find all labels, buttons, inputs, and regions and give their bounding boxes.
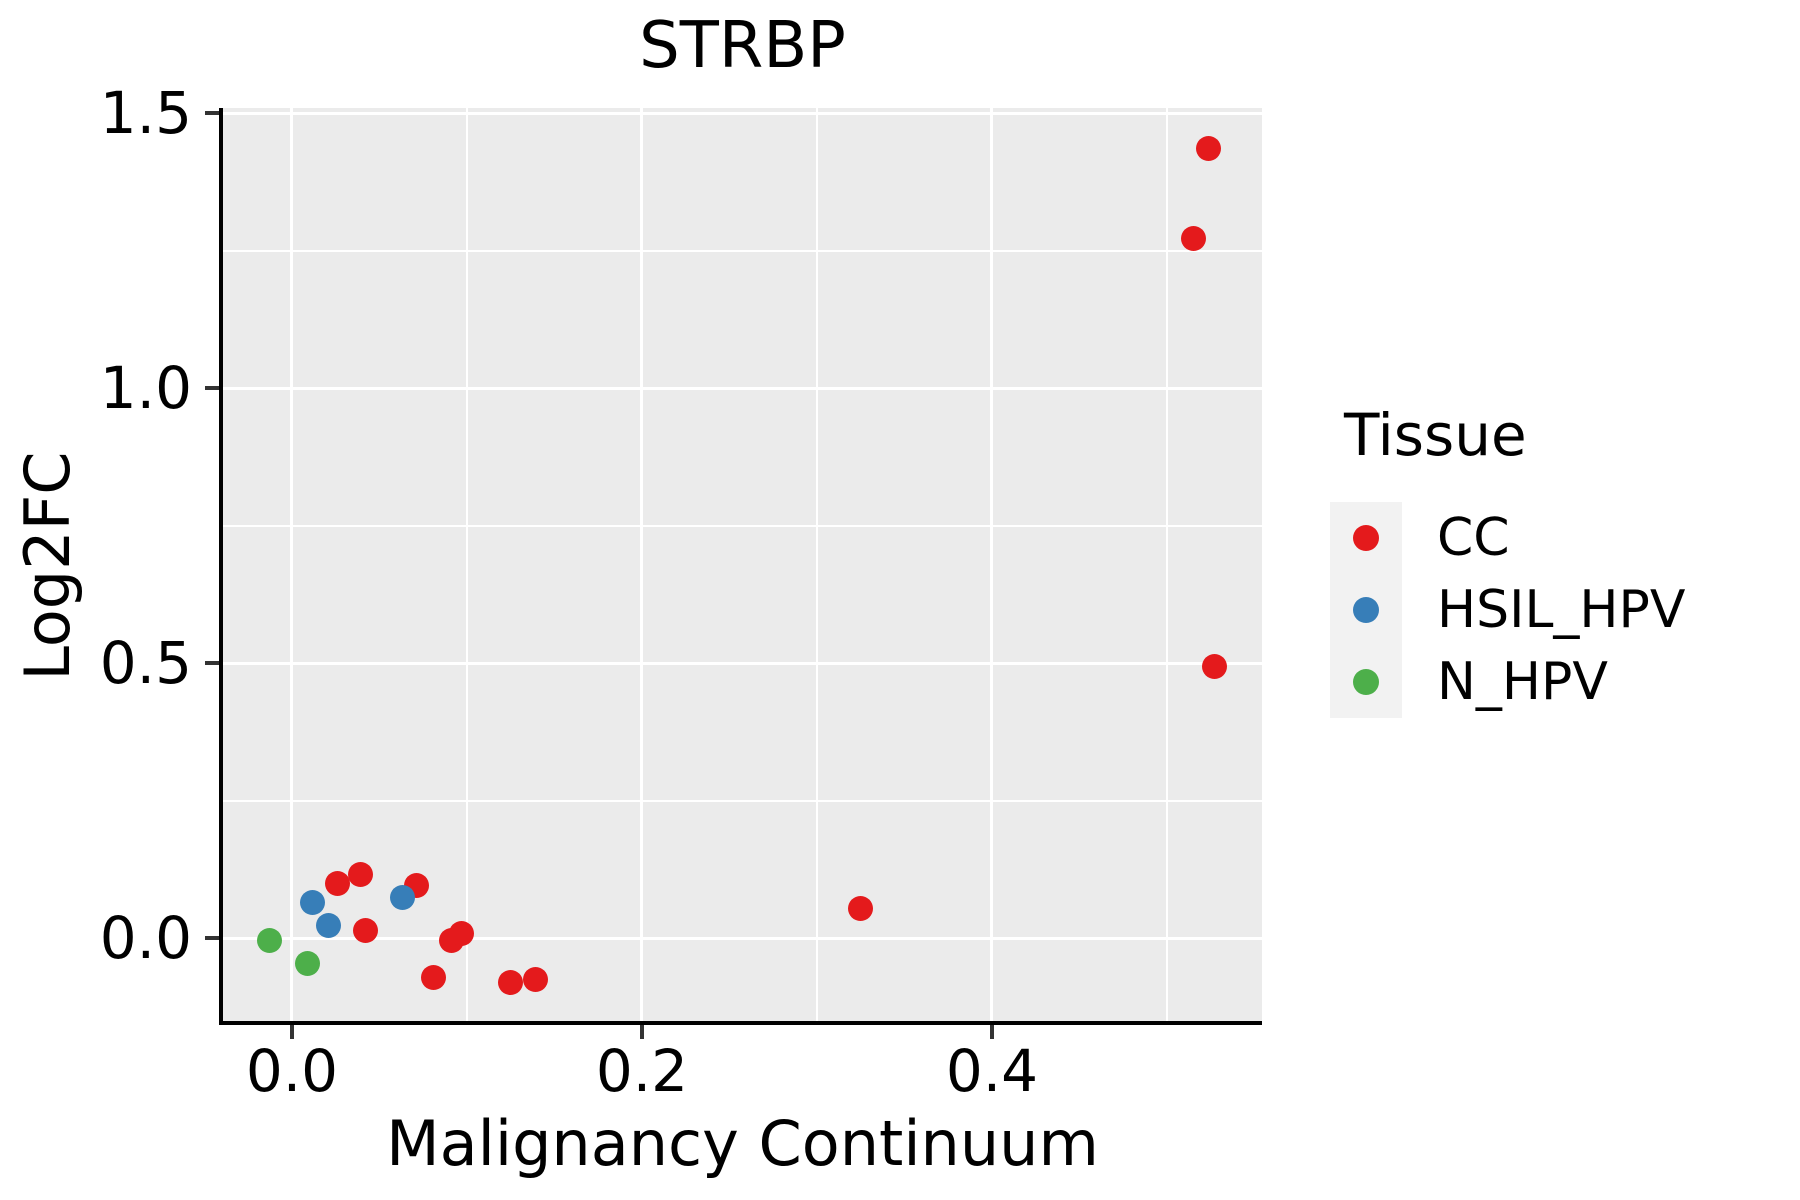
y-tick-label: 0.5 xyxy=(99,629,192,697)
data-point-cc xyxy=(498,969,524,995)
plot-title: STRBP xyxy=(639,9,846,83)
legend-item-cc: CC xyxy=(1330,502,1685,574)
data-point-cc xyxy=(352,918,378,944)
major-gridline-x xyxy=(290,108,294,1021)
y-tick-label: 1.5 xyxy=(99,79,192,147)
legend-label: CC xyxy=(1437,508,1510,568)
data-point-hsil_hpv xyxy=(316,913,342,939)
minor-gridline-y xyxy=(223,524,1262,527)
legend-key xyxy=(1330,574,1402,646)
data-point-cc xyxy=(421,964,447,990)
legend-item-n-hpv: N_HPV xyxy=(1330,646,1685,718)
x-tick-label: 0.4 xyxy=(945,1037,1039,1105)
y-tick-mark xyxy=(205,386,219,390)
legend-item-hsil-hpv: HSIL_HPV xyxy=(1330,574,1685,646)
legend-label: N_HPV xyxy=(1437,652,1608,712)
n-hpv-dot-icon xyxy=(1353,669,1379,695)
plot-area xyxy=(219,108,1262,1025)
data-point-n_hpv xyxy=(256,927,282,953)
legend-key xyxy=(1330,646,1402,718)
minor-gridline-y xyxy=(223,799,1262,802)
minor-gridline-x xyxy=(815,108,818,1021)
legend-label: HSIL_HPV xyxy=(1437,580,1686,640)
y-tick-label: 0.0 xyxy=(99,904,192,972)
y-tick-mark xyxy=(205,111,219,115)
data-point-cc xyxy=(848,896,874,922)
major-gridline-y xyxy=(223,111,1262,115)
data-point-hsil_hpv xyxy=(389,885,415,911)
major-gridline-x xyxy=(990,108,994,1021)
data-point-cc xyxy=(324,870,350,896)
x-tick-mark xyxy=(289,1025,294,1039)
legend-key xyxy=(1330,502,1402,574)
y-tick-label: 1.0 xyxy=(99,354,192,422)
data-point-cc xyxy=(1201,654,1227,680)
cc-dot-icon xyxy=(1353,525,1379,551)
major-gridline-x xyxy=(640,108,644,1021)
data-point-cc xyxy=(347,861,373,887)
legend: Tissue CC HSIL_HPV N_HPV xyxy=(1330,400,1685,718)
x-tick-mark xyxy=(989,1025,994,1039)
data-point-cc xyxy=(1180,226,1206,252)
y-tick-mark xyxy=(205,936,219,940)
hsil-hpv-dot-icon xyxy=(1353,597,1379,623)
x-tick-mark xyxy=(639,1025,644,1039)
major-gridline-y xyxy=(223,661,1262,665)
minor-gridline-y xyxy=(223,249,1262,252)
y-tick-mark xyxy=(205,661,219,665)
x-tick-label: 0.2 xyxy=(595,1037,689,1105)
data-point-hsil_hpv xyxy=(300,889,326,915)
x-tick-label: 0.0 xyxy=(245,1037,339,1105)
x-axis-title: Malignancy Continuum xyxy=(386,1107,1099,1180)
minor-gridline-x xyxy=(1165,108,1168,1021)
data-point-n_hpv xyxy=(295,951,321,977)
data-point-cc xyxy=(1196,136,1222,162)
major-gridline-y xyxy=(223,936,1262,940)
data-point-cc xyxy=(522,967,548,993)
major-gridline-y xyxy=(223,386,1262,390)
legend-title: Tissue xyxy=(1344,401,1527,469)
minor-gridline-x xyxy=(465,108,468,1021)
data-point-cc xyxy=(449,920,475,946)
